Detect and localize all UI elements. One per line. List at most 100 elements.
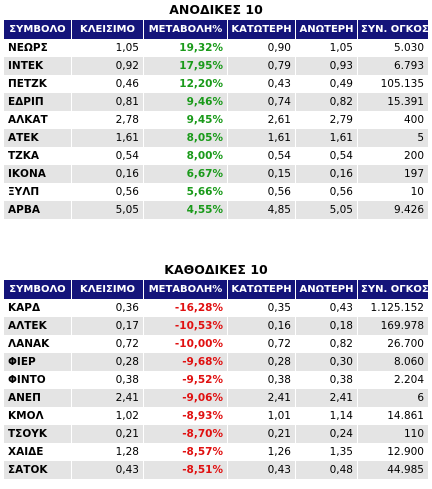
high-cell: 5,05: [296, 201, 358, 219]
high-cell: 0,82: [296, 335, 358, 353]
close-cell: 0,21: [72, 425, 144, 443]
close-cell: 0,43: [72, 461, 144, 479]
close-cell: 0,46: [72, 75, 144, 93]
change-cell: -9,06%: [144, 389, 228, 407]
table-row: ΙΝΤΕΚ 0,92 17,95% 0,79 0,93 6.793: [4, 57, 428, 75]
change-cell: -8,51%: [144, 461, 228, 479]
table-row: ΑΛΚΑΤ 2,78 9,45% 2,61 2,79 400: [4, 111, 428, 129]
change-cell: -10,53%: [144, 317, 228, 335]
column-header-high: ΑΝΩΤΕΡΗ: [296, 280, 358, 299]
high-cell: 0,56: [296, 183, 358, 201]
low-cell: 0,54: [228, 147, 296, 165]
volume-cell: 105.135: [358, 75, 428, 93]
low-cell: 0,90: [228, 39, 296, 57]
volume-cell: 110: [358, 425, 428, 443]
high-cell: 0,30: [296, 353, 358, 371]
low-cell: 2,41: [228, 389, 296, 407]
volume-cell: 26.700: [358, 335, 428, 353]
table-row: ΤΖΚΑ 0,54 8,00% 0,54 0,54 200: [4, 147, 428, 165]
losers-header-row: ΣΥΜΒΟΛΟ ΚΛΕΙΣΙΜΟ ΜΕΤΑΒΟΛΗ% ΚΑΤΩΤΕΡΗ ΑΝΩΤ…: [4, 280, 428, 299]
symbol-cell: ΑΡΒΑ: [4, 201, 72, 219]
close-cell: 0,28: [72, 353, 144, 371]
volume-cell: 1.125.152: [358, 299, 428, 317]
change-cell: 19,32%: [144, 39, 228, 57]
losers-title: ΚΑΘΟΔΙΚΕΣ 10: [164, 262, 268, 277]
table-row: ΦΙΝΤΟ 0,38 -9,52% 0,38 0,38 2.204: [4, 371, 428, 389]
losers-table-body: ΚΑΡΔ 0,36 -16,28% 0,35 0,43 1.125.152 ΑΛΤΕΚ 0,1…: [4, 299, 428, 479]
volume-cell: 6: [358, 389, 428, 407]
low-cell: 0,79: [228, 57, 296, 75]
close-cell: 0,72: [72, 335, 144, 353]
volume-cell: 400: [358, 111, 428, 129]
low-cell: 0,28: [228, 353, 296, 371]
table-row: ΦΙΕΡ 0,28 -9,68% 0,28 0,30 8.060: [4, 353, 428, 371]
low-cell: 0,21: [228, 425, 296, 443]
column-header-low: ΚΑΤΩΤΕΡΗ: [228, 280, 296, 299]
close-cell: 2,41: [72, 389, 144, 407]
change-cell: -9,52%: [144, 371, 228, 389]
low-cell: 0,74: [228, 93, 296, 111]
low-cell: 0,72: [228, 335, 296, 353]
change-cell: 4,55%: [144, 201, 228, 219]
losers-table: ΣΥΜΒΟΛΟ ΚΛΕΙΣΙΜΟ ΜΕΤΑΒΟΛΗ% ΚΑΤΩΤΕΡΗ ΑΝΩΤ…: [4, 280, 428, 479]
low-cell: 0,43: [228, 461, 296, 479]
change-cell: -8,93%: [144, 407, 228, 425]
change-cell: -16,28%: [144, 299, 228, 317]
low-cell: 4,85: [228, 201, 296, 219]
low-cell: 1,61: [228, 129, 296, 147]
volume-cell: 5.030: [358, 39, 428, 57]
low-cell: 0,38: [228, 371, 296, 389]
change-cell: 8,00%: [144, 147, 228, 165]
change-cell: -9,68%: [144, 353, 228, 371]
gainers-section: ΑΝΟΔΙΚΕΣ 10 ΣΥΜΒΟΛΟ ΚΛΕΙΣΙΜΟ ΜΕΤΑΒΟΛΗ% Κ…: [4, 0, 428, 219]
symbol-cell: ΙΝΤΕΚ: [4, 57, 72, 75]
change-cell: 8,05%: [144, 129, 228, 147]
symbol-cell: ΑΛΚΑΤ: [4, 111, 72, 129]
volume-cell: 5: [358, 129, 428, 147]
column-header-high: ΑΝΩΤΕΡΗ: [296, 20, 358, 39]
low-cell: 0,16: [228, 317, 296, 335]
table-row: ΕΔΡΙΠ 0,81 9,46% 0,74 0,82 15.391: [4, 93, 428, 111]
symbol-cell: ΑΝΕΠ: [4, 389, 72, 407]
volume-cell: 14.861: [358, 407, 428, 425]
low-cell: 0,15: [228, 165, 296, 183]
high-cell: 0,24: [296, 425, 358, 443]
table-row: ΣΑΤΟΚ 0,43 -8,51% 0,43 0,48 44.985: [4, 461, 428, 479]
symbol-cell: ΝΕΩΡΣ: [4, 39, 72, 57]
close-cell: 1,02: [72, 407, 144, 425]
close-cell: 0,56: [72, 183, 144, 201]
low-cell: 0,35: [228, 299, 296, 317]
close-cell: 1,61: [72, 129, 144, 147]
volume-cell: 10: [358, 183, 428, 201]
column-header-change: ΜΕΤΑΒΟΛΗ%: [144, 280, 228, 299]
volume-cell: 15.391: [358, 93, 428, 111]
high-cell: 0,43: [296, 299, 358, 317]
table-row: ΚΜΟΛ 1,02 -8,93% 1,01 1,14 14.861: [4, 407, 428, 425]
high-cell: 2,79: [296, 111, 358, 129]
change-cell: 5,66%: [144, 183, 228, 201]
close-cell: 0,81: [72, 93, 144, 111]
low-cell: 1,01: [228, 407, 296, 425]
change-cell: 17,95%: [144, 57, 228, 75]
table-row: ΛΑΝΑΚ 0,72 -10,00% 0,72 0,82 26.700: [4, 335, 428, 353]
change-cell: 9,46%: [144, 93, 228, 111]
close-cell: 0,17: [72, 317, 144, 335]
low-cell: 2,61: [228, 111, 296, 129]
change-cell: -10,00%: [144, 335, 228, 353]
symbol-cell: ΛΑΝΑΚ: [4, 335, 72, 353]
symbol-cell: ΑΛΤΕΚ: [4, 317, 72, 335]
volume-cell: 44.985: [358, 461, 428, 479]
column-header-symbol: ΣΥΜΒΟΛΟ: [4, 20, 72, 39]
high-cell: 0,93: [296, 57, 358, 75]
symbol-cell: ΚΜΟΛ: [4, 407, 72, 425]
table-row: ΑΝΕΠ 2,41 -9,06% 2,41 2,41 6: [4, 389, 428, 407]
column-header-close: ΚΛΕΙΣΙΜΟ: [72, 280, 144, 299]
close-cell: 1,05: [72, 39, 144, 57]
symbol-cell: ΙΚΟΝΑ: [4, 165, 72, 183]
volume-cell: 8.060: [358, 353, 428, 371]
column-header-low: ΚΑΤΩΤΕΡΗ: [228, 20, 296, 39]
volume-cell: 169.978: [358, 317, 428, 335]
table-row: ΑΛΤΕΚ 0,17 -10,53% 0,16 0,18 169.978: [4, 317, 428, 335]
volume-cell: 197: [358, 165, 428, 183]
change-cell: -8,57%: [144, 443, 228, 461]
